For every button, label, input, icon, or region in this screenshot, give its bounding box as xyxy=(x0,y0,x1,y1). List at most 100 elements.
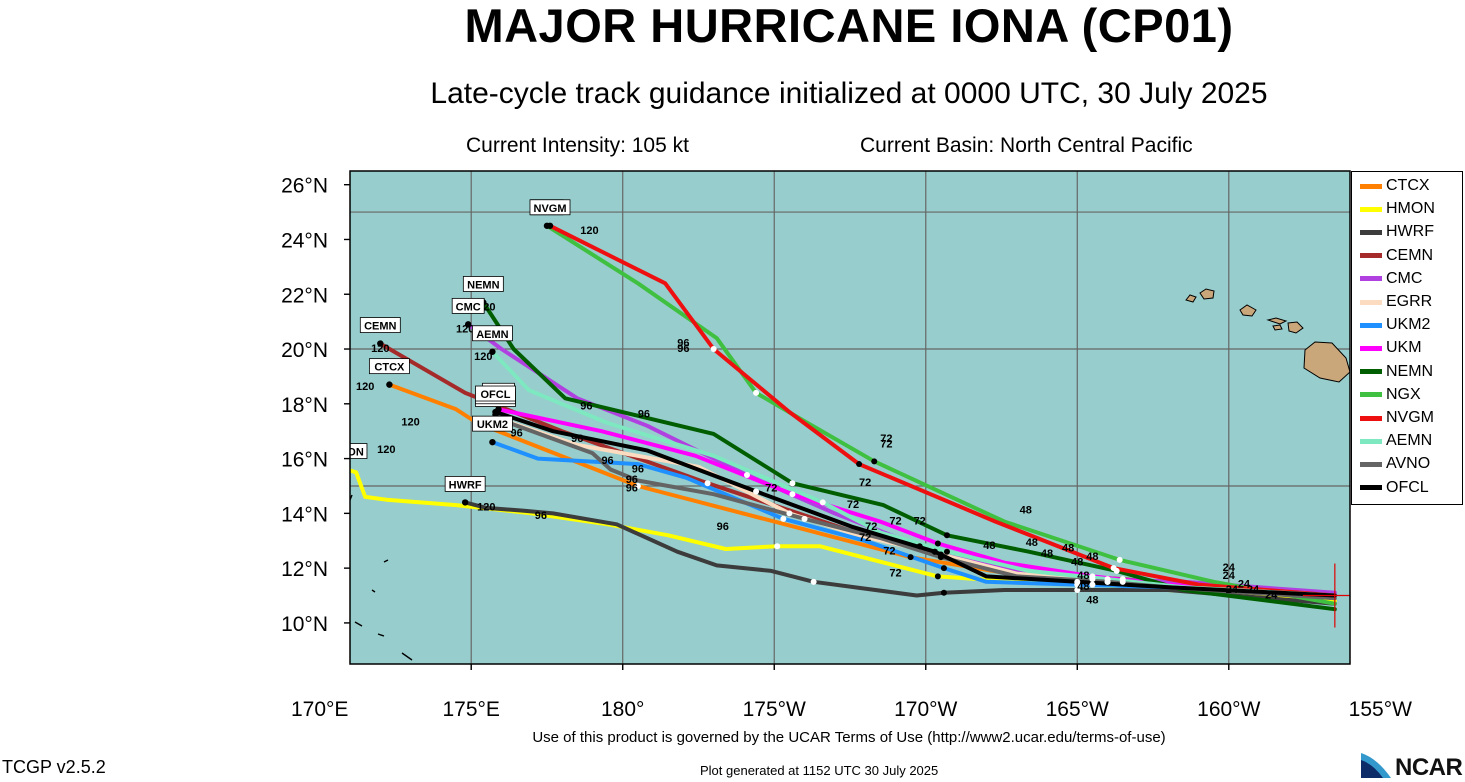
legend: CTCX HMON HWRF CEMN CMC EGRR UKM2 UKM NEMN NGX NVG… xyxy=(1351,171,1463,505)
track-label-hwrf: HWRF xyxy=(444,476,486,492)
track-label-text: OFCL xyxy=(480,389,510,401)
track-nemn xyxy=(481,300,1337,612)
track-position-dot xyxy=(931,548,938,555)
legend-label: CEMN xyxy=(1386,246,1434,264)
forecast-hour-label: 96 xyxy=(535,510,547,522)
track-label-text: NVGM xyxy=(534,203,567,215)
track-position-dot xyxy=(934,540,941,547)
track-position-dot xyxy=(789,491,796,498)
track-label-text: CTCX xyxy=(374,362,405,374)
forecast-hour-label: 96 xyxy=(638,409,650,421)
track-label-ofcl: OFCL xyxy=(475,385,516,402)
track-label-text: NEMN xyxy=(467,279,499,291)
atoll-marker xyxy=(377,633,385,637)
forecast-hour-label: 24 xyxy=(1238,578,1251,590)
forecast-hour-label: 48 xyxy=(1041,548,1053,560)
track-position-dot xyxy=(1104,578,1111,585)
track-label-box xyxy=(475,385,516,402)
track-label-box xyxy=(472,415,513,432)
legend-item-hwrf: HWRF xyxy=(1360,220,1434,244)
forecast-hour-label: 96 xyxy=(571,433,583,445)
hawaii-island xyxy=(1239,304,1257,317)
legend-label: OFCL xyxy=(1386,478,1429,496)
track-label-ukm2: UKM2 xyxy=(472,415,513,432)
legend-label: CMC xyxy=(1386,269,1423,287)
track-label-box xyxy=(462,276,504,292)
track-end-dot xyxy=(350,468,351,471)
track-end-dot xyxy=(464,321,472,328)
hawaii-island xyxy=(1303,341,1350,383)
terms-of-use: Use of this product is governed by the U… xyxy=(532,729,1166,746)
track-label-box xyxy=(368,358,410,375)
atoll-marker xyxy=(401,652,413,661)
track-label-box xyxy=(359,317,401,333)
lon-tick-label: 170°W xyxy=(894,698,957,721)
forecast-hour-label: 120 xyxy=(456,324,474,336)
legend-swatch xyxy=(1360,369,1382,375)
legend-label: CTCX xyxy=(1386,177,1430,194)
forecast-hour-label: 72 xyxy=(847,499,859,511)
track-position-dot xyxy=(1089,573,1096,580)
version-label: TCGP v2.5.2 xyxy=(2,757,106,777)
ncar-logo xyxy=(1361,753,1391,778)
hawaii-island xyxy=(1266,317,1288,325)
forecast-hour-label: 24 xyxy=(1265,589,1278,601)
legend-label: NEMN xyxy=(1386,362,1434,380)
legend-label: UKM xyxy=(1386,339,1422,357)
lat-tick-label: 20°N xyxy=(281,339,328,362)
track-position-dot xyxy=(934,573,941,580)
track-position-dot xyxy=(943,532,950,539)
lon-tick-label: 170°E xyxy=(291,698,348,721)
track-position-dot xyxy=(704,480,711,487)
lon-tick-label: 175°E xyxy=(442,698,499,721)
track-position-dot xyxy=(786,510,793,517)
lat-tick-label: 18°N xyxy=(281,394,328,417)
track-end-dot xyxy=(386,381,393,388)
legend-item-hmon: HMON xyxy=(1360,197,1435,221)
page-subtitle: Late-cycle track guidance initialized at… xyxy=(430,77,1268,110)
legend-swatch xyxy=(1360,322,1382,328)
forecast-hour-label: 24 xyxy=(1247,584,1260,596)
track-label-aemn: AEMN xyxy=(472,325,513,342)
legend-label: HWRF xyxy=(1386,223,1434,241)
track-position-dot xyxy=(819,499,826,506)
forecast-hour-label: 96 xyxy=(626,474,638,486)
legend-item-nvgm: NVGM xyxy=(1360,406,1434,430)
legend-item-nemn: NEMN xyxy=(1360,360,1433,384)
track-position-dot xyxy=(940,589,947,596)
forecast-hour-label: 72 xyxy=(914,515,926,527)
track-label-box xyxy=(350,443,368,459)
forecast-hour-label: 24 xyxy=(1223,570,1236,582)
legend-label: AEMN xyxy=(1386,432,1433,450)
legend-swatch xyxy=(1360,183,1382,189)
track-label-text: UKM2 xyxy=(477,419,508,431)
legend-swatch xyxy=(1360,276,1382,282)
forecast-hour-label: 96 xyxy=(626,482,638,494)
hawaii-island xyxy=(1287,321,1304,334)
forecast-hour-label: 48 xyxy=(983,540,995,552)
legend-item-avno: AVNO xyxy=(1360,452,1430,476)
track-label-text: AEMN xyxy=(476,329,508,341)
track-end-dot xyxy=(546,222,554,229)
track-label-text: HMON xyxy=(330,447,364,459)
track-position-dot xyxy=(1119,576,1126,583)
lat-tick-label: 22°N xyxy=(281,284,328,307)
legend-swatch xyxy=(1360,299,1382,305)
track-position-dot xyxy=(937,554,944,561)
forecast-hour-label: 120 xyxy=(580,225,598,237)
lat-tick-label: 14°N xyxy=(281,503,328,526)
hawaii-island xyxy=(1272,324,1283,331)
track-position-dot xyxy=(810,578,817,585)
forecast-hour-label: 96 xyxy=(632,463,644,475)
track-position-dot xyxy=(1116,556,1123,563)
track-end-dot xyxy=(377,340,384,347)
track-ngx xyxy=(545,223,1337,606)
legend-item-cemn: CEMN xyxy=(1360,244,1433,268)
forecast-hour-label: 48 xyxy=(1026,537,1038,549)
track-position-dot xyxy=(916,543,923,550)
track-label-nvgm: NVGM xyxy=(529,199,571,216)
atoll-marker xyxy=(383,559,389,563)
forecast-hour-label: 72 xyxy=(880,433,892,445)
current-basin: Current Basin: North Central Pacific xyxy=(860,134,1193,157)
